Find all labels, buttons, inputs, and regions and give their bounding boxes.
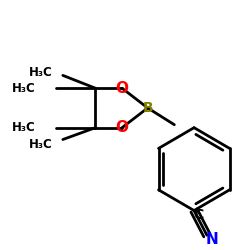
Text: H₃C: H₃C bbox=[12, 82, 35, 95]
Text: H₃C: H₃C bbox=[29, 66, 53, 79]
Text: H₃C: H₃C bbox=[29, 138, 53, 151]
Text: O: O bbox=[116, 81, 128, 96]
Text: C: C bbox=[193, 208, 203, 222]
Text: N: N bbox=[206, 232, 218, 247]
Text: B: B bbox=[142, 101, 153, 115]
Text: H₃C: H₃C bbox=[12, 121, 35, 134]
Text: O: O bbox=[116, 120, 128, 135]
